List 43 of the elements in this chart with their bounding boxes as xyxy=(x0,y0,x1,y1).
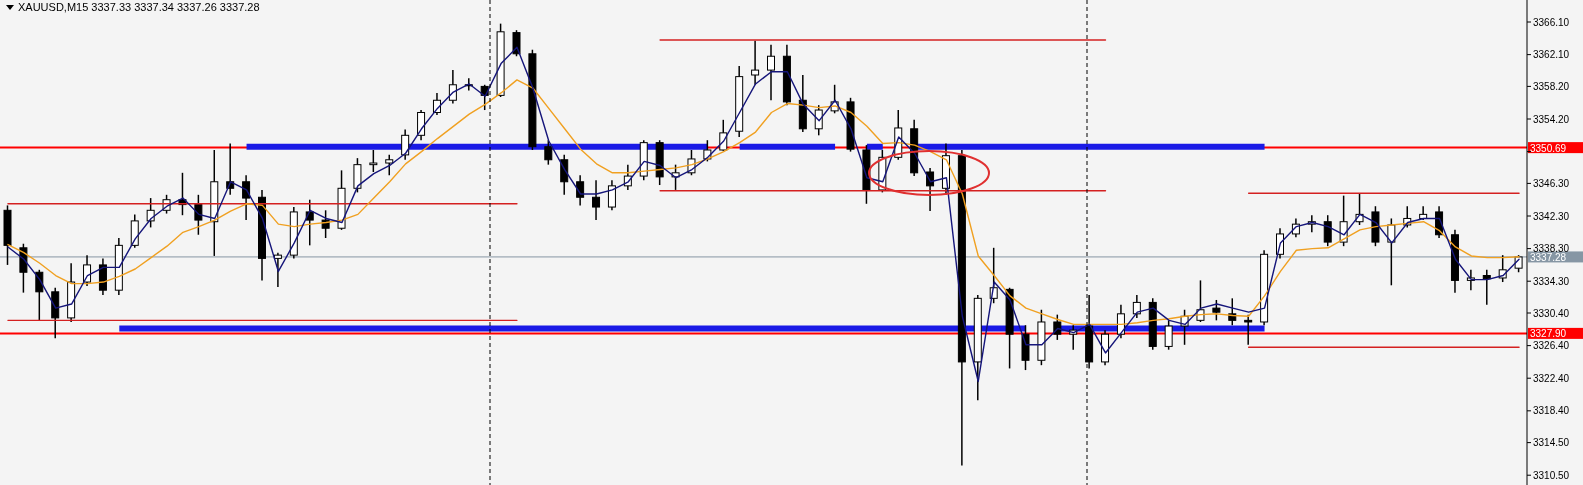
candlestick xyxy=(544,139,553,166)
candlestick xyxy=(1228,297,1237,326)
y-tick-label: 3310.50 xyxy=(1533,469,1570,481)
y-tick-label: 3342.30 xyxy=(1533,210,1570,222)
candlestick xyxy=(83,254,92,287)
candlestick xyxy=(194,194,203,236)
candlestick xyxy=(305,198,314,247)
candlestick xyxy=(814,104,823,137)
candlestick xyxy=(592,179,601,221)
y-tick-label: 3358.20 xyxy=(1533,80,1570,92)
candlestick xyxy=(242,174,251,221)
candlestick xyxy=(321,209,330,239)
candlestick xyxy=(1244,313,1253,346)
chart-title: XAUUSD,M15 3337.33 3337.34 3337.26 3337.28 xyxy=(18,1,260,13)
candlestick xyxy=(146,197,155,229)
y-tick-label: 3362.10 xyxy=(1533,49,1570,61)
y-tick-label: 3330.40 xyxy=(1533,307,1570,319)
candlestick xyxy=(448,69,457,105)
candlestick xyxy=(1164,319,1173,351)
candlestick xyxy=(1323,214,1332,247)
y-tick-label: 3318.40 xyxy=(1533,405,1570,417)
y-tick-label: 3322.40 xyxy=(1533,372,1570,384)
candlestick xyxy=(767,44,775,102)
candlestick xyxy=(1196,279,1205,323)
y-tick-label: 3366.10 xyxy=(1533,16,1570,28)
y-tick-label: 3314.50 xyxy=(1533,437,1570,449)
candlestick xyxy=(751,40,760,86)
ref-line-label: 3327.90 xyxy=(1530,328,1567,340)
candlestick xyxy=(273,251,282,288)
y-tick-label: 3346.30 xyxy=(1533,177,1570,189)
y-tick-label: 3334.30 xyxy=(1533,275,1570,287)
y-tick-label: 3326.40 xyxy=(1533,340,1570,352)
ref-line-label: 3350.69 xyxy=(1530,142,1567,154)
candlestick xyxy=(417,109,426,141)
candlestick xyxy=(401,128,410,161)
candlestick xyxy=(1482,269,1491,306)
candlestick xyxy=(512,29,521,57)
candlestick xyxy=(607,179,616,212)
candlestick xyxy=(1212,299,1221,322)
y-tick-label: 3354.20 xyxy=(1533,113,1570,125)
candlestick xyxy=(369,149,378,173)
candlestick xyxy=(353,157,362,194)
candlestick xyxy=(385,154,394,176)
